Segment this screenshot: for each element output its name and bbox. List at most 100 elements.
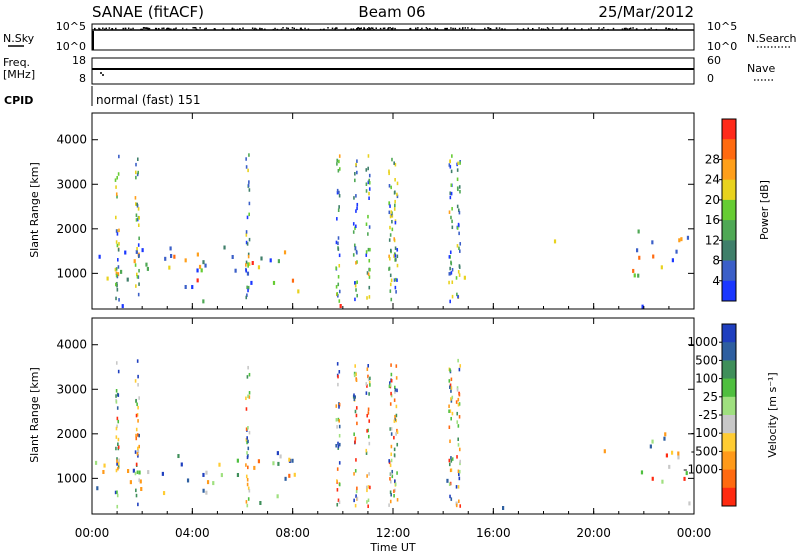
nsky-point: [467, 27, 469, 29]
data-cell: [448, 462, 451, 467]
data-cell: [683, 476, 686, 481]
nsky-point: [415, 28, 417, 31]
data-cell: [126, 469, 130, 474]
data-cell: [336, 467, 339, 471]
nsky-point: [417, 27, 419, 29]
data-cell: [116, 284, 118, 288]
data-cell: [355, 413, 358, 418]
data-cell: [458, 415, 461, 419]
data-cell: [115, 361, 118, 365]
nsky-point: [165, 28, 168, 31]
nsky-point: [104, 28, 106, 31]
data-cell: [389, 225, 391, 230]
nsky-point: [185, 28, 188, 31]
nsky-tick-bottom: 10^0: [56, 40, 86, 53]
data-cell: [246, 477, 249, 482]
data-cell: [135, 436, 138, 441]
nsky-point: [665, 27, 667, 30]
data-cell: [205, 490, 208, 495]
data-cell: [457, 469, 460, 474]
colorbar-segment: [722, 360, 736, 380]
data-cell: [456, 420, 459, 424]
colorbar-tick-label: 12: [705, 233, 720, 247]
data-cell: [368, 472, 370, 476]
data-cell: [390, 363, 392, 367]
data-cell: [458, 392, 461, 397]
nsky-point: [564, 28, 567, 31]
nsky-point: [542, 28, 545, 31]
nsky-point: [141, 28, 144, 31]
nsky-point: [255, 28, 258, 31]
data-cell: [396, 430, 399, 434]
data-cell: [396, 194, 399, 199]
nsky-point: [122, 27, 124, 30]
nsky-point: [387, 27, 390, 29]
y-tick-label: 2000: [56, 222, 87, 236]
nsky-point: [142, 27, 145, 29]
data-cell: [164, 256, 167, 261]
data-cell: [247, 183, 250, 188]
data-cell: [117, 258, 119, 262]
data-cell: [116, 457, 118, 461]
data-cell: [337, 417, 340, 422]
data-cell: [365, 182, 368, 186]
freq-label: Freq.: [3, 56, 30, 69]
data-cell: [247, 288, 249, 293]
data-cell: [390, 427, 393, 431]
data-cell: [353, 371, 356, 376]
nsky-point: [251, 27, 254, 29]
nsky-point: [304, 27, 306, 30]
data-cell: [368, 173, 371, 178]
data-cell: [670, 450, 674, 455]
data-cell: [665, 453, 669, 458]
data-cell: [136, 433, 139, 437]
nsky-point: [99, 28, 101, 31]
data-cell: [135, 488, 137, 493]
data-cell: [236, 458, 239, 463]
data-cell: [247, 254, 250, 259]
nsky-point: [155, 27, 158, 30]
data-cell: [368, 181, 371, 185]
data-cell: [136, 359, 139, 363]
power-y-ticks: 1000 2000 3000 4000: [56, 133, 694, 280]
data-cell: [677, 455, 680, 460]
x-tick-label: 00:00: [75, 526, 110, 540]
data-cell: [234, 268, 237, 273]
data-cell: [396, 248, 399, 252]
data-cell: [450, 183, 453, 187]
nsky-point: [471, 27, 473, 30]
data-cell: [663, 436, 666, 441]
colorbar-tick-label: 4: [712, 274, 720, 288]
data-cell: [368, 191, 370, 196]
data-cell: [116, 406, 119, 410]
data-cell: [458, 367, 461, 372]
data-cell: [248, 262, 251, 266]
data-cell: [117, 445, 120, 449]
colorbar-tick-label: -500: [691, 444, 718, 458]
data-cell: [450, 271, 453, 275]
nsky-point: [105, 27, 108, 30]
data-cell: [138, 236, 140, 241]
data-cell: [116, 243, 119, 248]
data-cell: [389, 427, 392, 431]
nsky-point: [360, 27, 363, 29]
data-cell: [338, 433, 341, 438]
data-cell: [395, 258, 397, 262]
y-tick-label: 1000: [56, 266, 87, 280]
beam-label: Beam 06: [358, 3, 425, 21]
data-cell: [116, 416, 119, 421]
data-cell: [637, 229, 640, 234]
data-cell: [136, 202, 138, 207]
data-cell: [395, 376, 398, 380]
data-cell: [393, 254, 395, 258]
velocity-panel: 1000 2000 3000 4000 Slant Range [km] 1000 50…: [28, 317, 779, 515]
cpid-row: CPID normal (fast) 151: [4, 86, 200, 107]
data-cell: [449, 494, 451, 499]
data-cell: [366, 488, 368, 493]
colorbar-tick-label: 16: [705, 213, 720, 227]
data-cell: [257, 265, 261, 270]
data-cell: [288, 473, 291, 478]
nsky-point: [168, 28, 171, 31]
data-cell: [367, 154, 370, 158]
nsky-point: [644, 28, 646, 30]
